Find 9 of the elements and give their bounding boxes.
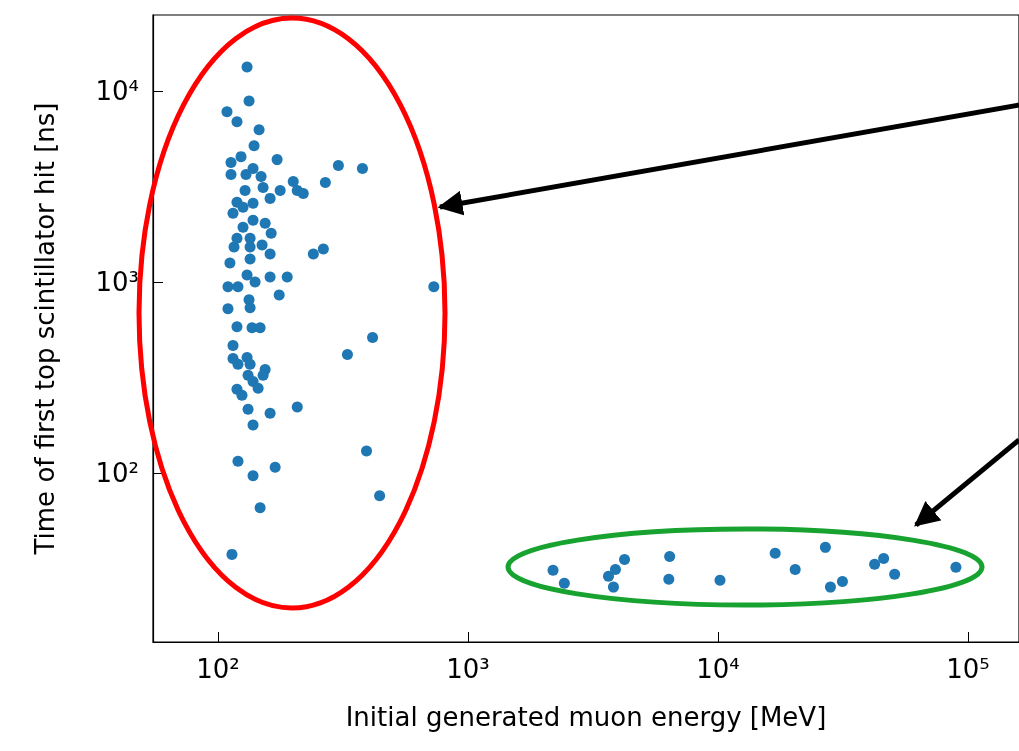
x-tick-label: 10³ bbox=[446, 654, 490, 684]
x-tick-label: 10⁵ bbox=[946, 654, 990, 684]
y-tick-label: 10⁴ bbox=[95, 75, 139, 106]
x-tick-label: 10⁴ bbox=[696, 654, 740, 684]
x-axis-title: Initial generated muon energy [MeV] bbox=[345, 702, 827, 732]
y-axis-title: Time of first top scintillator hit [ns] bbox=[30, 102, 60, 556]
x-tick-label: 10² bbox=[196, 654, 240, 684]
y-tick-label: 10² bbox=[95, 457, 139, 488]
y-tick-label: 10³ bbox=[95, 266, 139, 297]
